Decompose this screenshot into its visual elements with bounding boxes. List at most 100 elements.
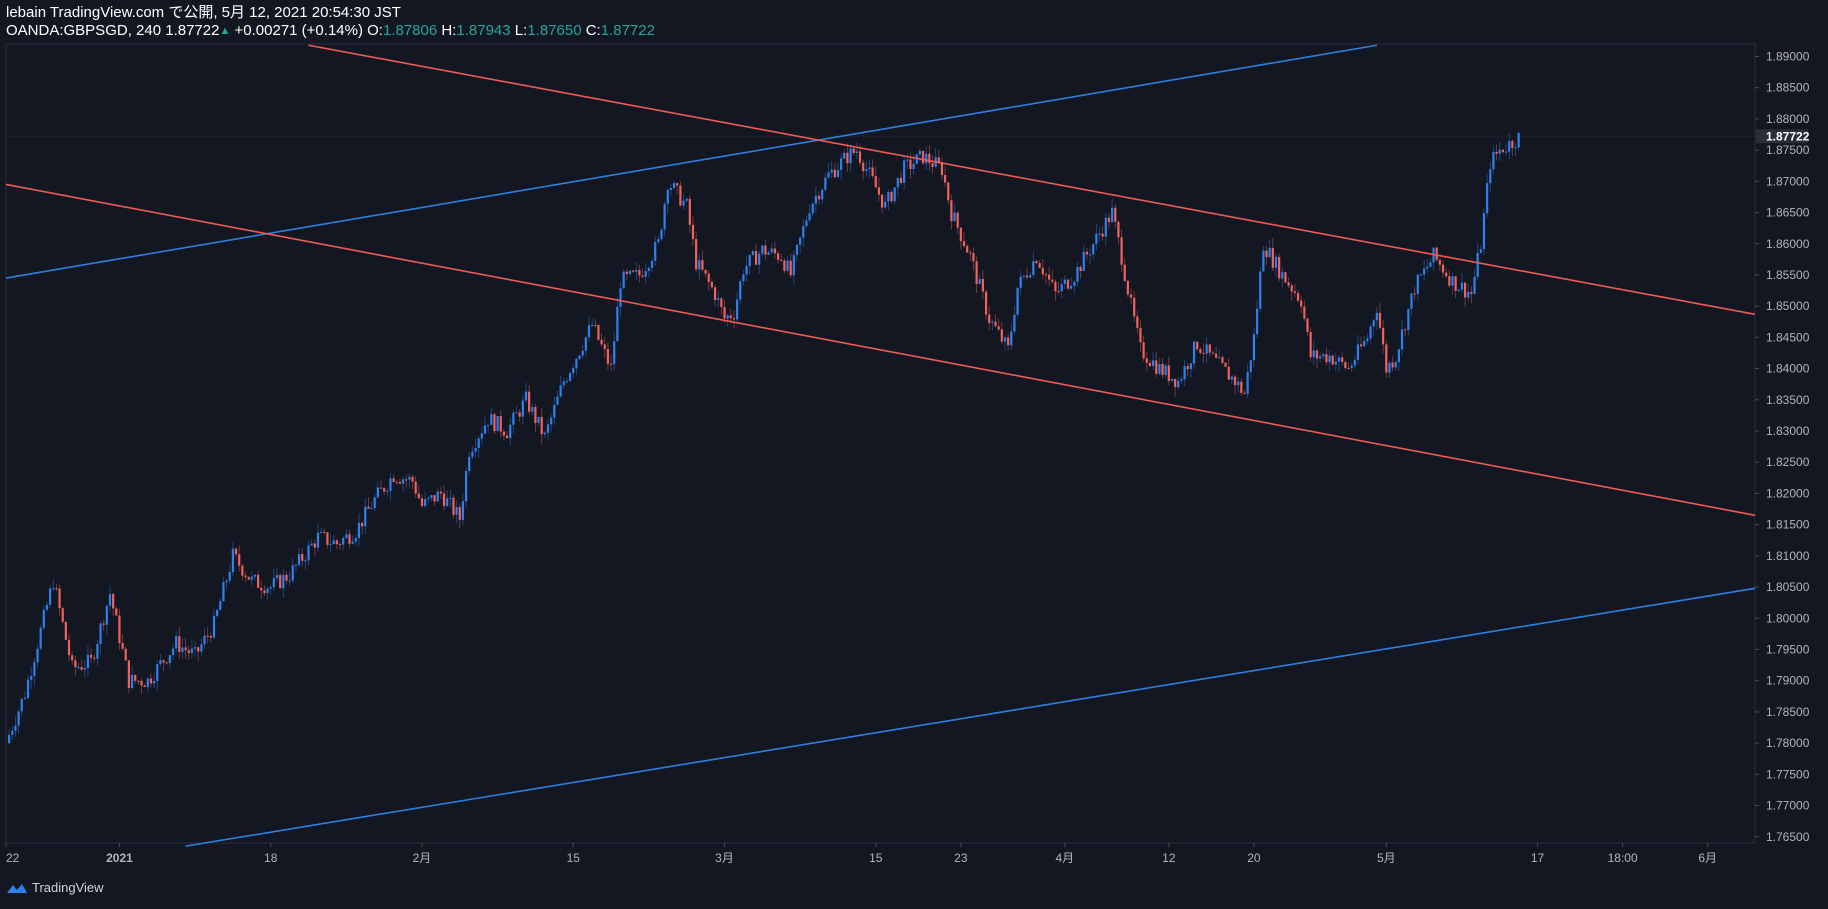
candle-body — [193, 647, 197, 649]
candle-body — [540, 416, 543, 435]
candle-body — [1095, 233, 1098, 245]
candle-body — [616, 306, 619, 342]
candle-body — [364, 506, 367, 527]
candle-body — [1375, 312, 1378, 321]
candle-body — [14, 725, 17, 731]
candle-body — [988, 314, 991, 323]
up-arrow-icon: ▲ — [219, 25, 231, 37]
candle-body — [197, 647, 200, 652]
candle-body — [360, 522, 364, 527]
candle-body — [761, 245, 764, 254]
y-tick-label: 1.87500 — [1766, 143, 1810, 157]
candle-body — [304, 560, 307, 562]
candle-body — [1085, 251, 1089, 255]
candle-body — [439, 491, 442, 494]
candle-body — [452, 497, 455, 515]
candle-body — [691, 224, 695, 240]
candle-body — [953, 212, 956, 222]
candle-body — [912, 163, 915, 170]
candle-body — [1088, 254, 1092, 256]
candle-body — [625, 271, 628, 275]
candle-body — [562, 381, 565, 386]
candle-body — [713, 287, 717, 300]
candle-body — [1057, 291, 1060, 293]
candle-body — [1423, 268, 1426, 275]
candle-body — [884, 201, 887, 208]
candle-body — [238, 554, 241, 566]
candle-body — [1278, 257, 1281, 279]
candle-body — [606, 348, 610, 364]
candle-body — [1416, 274, 1419, 295]
x-tick-label: 3月 — [715, 851, 734, 865]
last-price: 1.87722 — [165, 22, 220, 39]
candle-body — [190, 648, 194, 654]
trendline-blue-1[interactable] — [185, 587, 1756, 847]
candle-body — [524, 391, 528, 401]
candle-body — [348, 534, 351, 544]
candle-body — [587, 325, 591, 338]
candle-body — [969, 252, 972, 254]
candle-body — [1413, 293, 1416, 295]
candle-body — [581, 350, 584, 356]
candle-body — [1082, 251, 1085, 271]
candle-body — [351, 541, 354, 544]
candle-body — [1142, 342, 1145, 359]
symbol-interval[interactable]: OANDA:GBPSGD, 240 — [6, 22, 162, 39]
candle-body — [1051, 279, 1054, 282]
candle-body — [1268, 247, 1271, 258]
candle-body — [672, 183, 676, 188]
candle-body — [335, 540, 338, 545]
candle-body — [663, 203, 666, 230]
tradingview-logo-icon — [7, 883, 27, 893]
candle-body — [773, 248, 777, 254]
candle-body — [146, 678, 149, 688]
candle-body — [802, 226, 805, 238]
candle-body — [209, 635, 212, 638]
x-tick-label: 23 — [954, 851, 968, 865]
candle-body — [1274, 257, 1278, 268]
candle-body — [105, 605, 108, 625]
candle-body — [1224, 362, 1227, 367]
candle-body — [1451, 276, 1454, 286]
candle-body — [414, 481, 417, 494]
y-tick-label: 1.80000 — [1766, 611, 1810, 625]
candle-body — [726, 315, 729, 319]
candle-body — [1167, 365, 1170, 381]
candle-body — [1344, 361, 1347, 368]
candle-body — [1300, 300, 1303, 307]
candle-body — [1435, 247, 1438, 260]
candle-body — [1501, 149, 1504, 153]
candle-body — [338, 544, 342, 546]
candle-body — [140, 680, 143, 686]
candle-body — [241, 565, 244, 576]
candle-body — [433, 495, 436, 502]
candle-body — [1155, 360, 1158, 374]
candle-body — [417, 493, 420, 499]
candle-body — [23, 697, 27, 699]
candle-body — [1070, 285, 1073, 289]
candle-body — [219, 601, 222, 610]
candle-body — [723, 306, 726, 319]
trendline-red-3[interactable] — [5, 183, 1756, 517]
trendline-blue-0[interactable] — [5, 44, 1377, 279]
candle-body — [357, 522, 361, 539]
footer-brand[interactable]: TradingView — [32, 880, 104, 895]
candle-body — [206, 635, 209, 637]
candle-body — [758, 253, 761, 265]
y-tick-label: 1.79000 — [1766, 674, 1810, 688]
candle-body — [928, 153, 931, 164]
candle-body — [1215, 353, 1218, 358]
candle-body — [332, 540, 335, 544]
trendline-red-2[interactable] — [308, 44, 1756, 316]
candle-body — [461, 501, 465, 520]
candle-body — [102, 623, 105, 625]
candle-body — [764, 245, 767, 255]
y-tick-label: 1.86000 — [1766, 237, 1810, 251]
candle-body — [1473, 276, 1476, 294]
candle-body — [858, 151, 862, 163]
candle-body — [855, 151, 858, 153]
footer: TradingView — [6, 880, 104, 895]
candle-body — [609, 363, 613, 365]
candle-body — [534, 407, 537, 423]
